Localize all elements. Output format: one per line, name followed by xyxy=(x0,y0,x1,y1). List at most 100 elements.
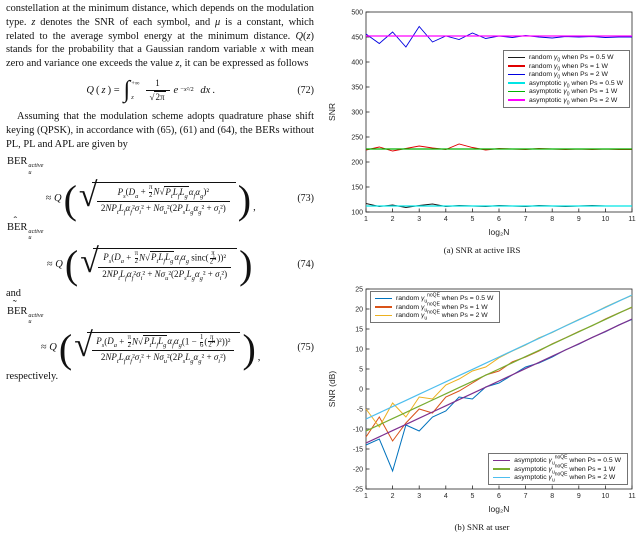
x-axis-label: log₂N xyxy=(489,227,510,237)
legend-item: asymptotic γ0 when Ps = 0.5 W xyxy=(507,79,623,89)
denominator: 2NPtLfαf²σi² + Nσu²(2PsLgαg² + σi²) xyxy=(98,266,232,281)
y-tick-label: 500 xyxy=(351,10,363,17)
legend-line-sample xyxy=(375,297,392,300)
y-tick-label: 100 xyxy=(351,210,363,217)
legend-line-sample xyxy=(507,90,525,93)
y-tick-label: 10 xyxy=(355,347,363,354)
y-tick-label: -25 xyxy=(353,487,363,494)
x-tick-label: 9 xyxy=(577,216,581,223)
y-tick-label: -15 xyxy=(353,447,363,454)
legend-line-sample xyxy=(493,476,511,479)
denominator: 2NPtLfαf²σi² + Nσu²(2PsLgαg² + σi²) xyxy=(92,350,235,365)
figure-b-caption: (b) SNR at user xyxy=(454,522,510,532)
x-tick-label: 3 xyxy=(417,216,421,223)
legend-item: random γ0 when Ps = 0.5 W xyxy=(507,54,623,63)
closing-text: respectively. xyxy=(6,371,59,383)
x-tick-label: 5 xyxy=(470,216,474,223)
legend-label: asymptotic γunoQE when Ps = 0.5 W xyxy=(514,454,621,467)
legend-line-sample xyxy=(507,99,525,101)
square-root: Ps(Da + π2N√PtLfLgαfαg)² 2NPtLfαf²σi² + … xyxy=(79,180,236,216)
legend-line-sample xyxy=(507,73,525,76)
legend-label: random γunoQE when Ps = 0.5 W xyxy=(396,292,494,305)
y-tick-label: -10 xyxy=(353,427,363,434)
equation-75-body: ≈ Q ( Ps(Da + π2N√PtLfLgαfαg(1 − 16(π2k)… xyxy=(6,329,295,369)
x-tick-label: 4 xyxy=(444,216,448,223)
equation-trail: , xyxy=(257,351,261,363)
x-tick-label: 3 xyxy=(417,493,421,500)
legend-label: random γ0 when Ps = 1 W xyxy=(528,62,608,72)
legend-label: asymptotic γ0 when Ps = 0.5 W xyxy=(528,79,623,89)
legend-line-sample xyxy=(493,468,511,470)
x-tick-label: 8 xyxy=(550,493,554,500)
figure-snr-active-irs: 1 2 3 4 5 6 7 8 9 10 11 100 150 200 250 300 350 400 450 500… xyxy=(324,4,640,256)
legend-line-sample xyxy=(507,56,525,59)
y-tick-label: 300 xyxy=(351,110,363,117)
y-tick-label: 350 xyxy=(351,85,363,92)
series-line xyxy=(365,318,633,444)
x-tick-label: 4 xyxy=(444,493,448,500)
legend-item: asymptotic γunoQE when Ps = 1 W xyxy=(493,464,621,474)
equation-74-body: ≈ Q ( Ps(Da + π2N√PtLfLgαfαg sinc(π2k))²… xyxy=(6,245,295,285)
legend-item: asymptotic γunoQE when Ps = 2 W xyxy=(493,471,621,484)
snr-at-user-chart: 1 2 3 4 5 6 7 8 9 10 11 -25 -20 -15 -10 -5 0 5 10 15 20 25 log… xyxy=(324,281,640,519)
legend-line-sample xyxy=(375,306,392,308)
legend-item: random γunoQE when Ps = 0.5 W xyxy=(375,292,494,305)
x-tick-label: 5 xyxy=(470,493,474,500)
equation-72-body: Q(z) = ∫ +∞ z 1 √2π e −x²/2 dx. xyxy=(86,77,215,104)
legend-line-sample xyxy=(507,65,525,67)
legend-label: random γ0 when Ps = 2 W xyxy=(528,71,608,81)
x-tick-label: 6 xyxy=(497,216,501,223)
approx-operator: ≈ Q xyxy=(40,342,57,354)
body-paragraph: constellation at the minimum distance, w… xyxy=(6,3,315,70)
equation-74: ≈ Q ( Ps(Da + π2N√PtLfLgαfαg sinc(π2k))²… xyxy=(6,245,314,285)
legend-label: asymptotic γunoQE when Ps = 2 W xyxy=(514,471,616,484)
legend-line-sample xyxy=(507,82,525,84)
x-tick-label: 11 xyxy=(628,216,635,223)
legend-item: asymptotic γ0 when Ps = 2 W xyxy=(507,97,623,105)
y-tick-label: 450 xyxy=(351,35,363,42)
x-tick-label: 6 xyxy=(497,493,501,500)
equation-73-body: ≈ Q ( Ps(Da + π2N√PtLfLgαfαg)² 2NPtLfαf²… xyxy=(6,179,295,219)
x-tick-label: 10 xyxy=(602,493,610,500)
numerator: Ps(Da + π2N√PtLfLgαfαg(1 − 16(π2k)²))² xyxy=(96,333,231,349)
y-tick-label: 25 xyxy=(355,287,363,294)
series-line xyxy=(365,294,633,420)
equation-73-lhs: BER active u xyxy=(7,156,44,176)
legend-item: random γ0 when Ps = 1 W xyxy=(507,62,623,72)
equation-75: ≈ Q ( Ps(Da + π2N√PtLfLgαfαg(1 − 16(π2k)… xyxy=(6,329,314,369)
equation-75-label: (75) xyxy=(297,342,314,354)
equation-73: ≈ Q ( Ps(Da + π2N√PtLfLgαfαg)² 2NPtLfαf²… xyxy=(6,179,314,219)
equation-73-label: (73) xyxy=(297,192,314,204)
x-tick-label: 1 xyxy=(364,216,368,223)
legend-item: asymptotic γunoQE when Ps = 0.5 W xyxy=(493,454,621,467)
y-axis-label: SNR (dB) xyxy=(327,371,337,408)
x-tick-label: 2 xyxy=(391,493,395,500)
figures-column: 1 2 3 4 5 6 7 8 9 10 11 100 150 200 250 300 350 400 450 500… xyxy=(324,2,640,533)
y-tick-label: 0 xyxy=(359,387,363,394)
equation-72: Q(z) = ∫ +∞ z 1 √2π e −x²/2 dx. (72) xyxy=(6,77,314,104)
y-tick-label: -5 xyxy=(357,407,363,414)
figure-snr-at-user: 1 2 3 4 5 6 7 8 9 10 11 -25 -20 -15 -10 -5 0 5 10 15 20 25 log… xyxy=(324,281,640,533)
equation-74-label: (74) xyxy=(297,258,314,270)
legend-item: asymptotic γ0 when Ps = 1 W xyxy=(507,88,623,98)
legend-label: asymptotic γ0 when Ps = 1 W xyxy=(528,88,618,98)
equation-trail: , xyxy=(253,202,256,214)
approx-operator: ≈ Q xyxy=(46,258,63,270)
plot-box xyxy=(365,11,633,213)
numerator: Ps(Da + π2N√PtLfLgαfαg sinc(π2k))² xyxy=(103,249,227,266)
legend-line-sample xyxy=(493,459,511,462)
figure-a-caption: (a) SNR at active IRS xyxy=(443,245,521,255)
equation-72-label: (72) xyxy=(297,84,314,96)
legend-item: random γunoQE when Ps = 1 W xyxy=(375,301,493,313)
square-root: Ps(Da + π2N√PtLfLgαfαg(1 − 16(π2k)²))² 2… xyxy=(74,330,241,365)
legend-label: random γunoQE when Ps = 1 W xyxy=(396,301,488,313)
connector-text: and xyxy=(6,287,22,299)
x-tick-label: 2 xyxy=(391,216,395,223)
numerator: Ps(Da + π2N√PtLfLgαfαg)² xyxy=(117,184,210,200)
snr-active-irs-chart: 1 2 3 4 5 6 7 8 9 10 11 100 150 200 250 300 350 400 450 500… xyxy=(324,4,640,242)
square-root: Ps(Da + π2N√PtLfLgαfαg sinc(π2k))² 2NPtL… xyxy=(80,246,238,281)
fraction: Ps(Da + π2N√PtLfLgαfαg sinc(π2k))² 2NPtL… xyxy=(98,249,232,281)
